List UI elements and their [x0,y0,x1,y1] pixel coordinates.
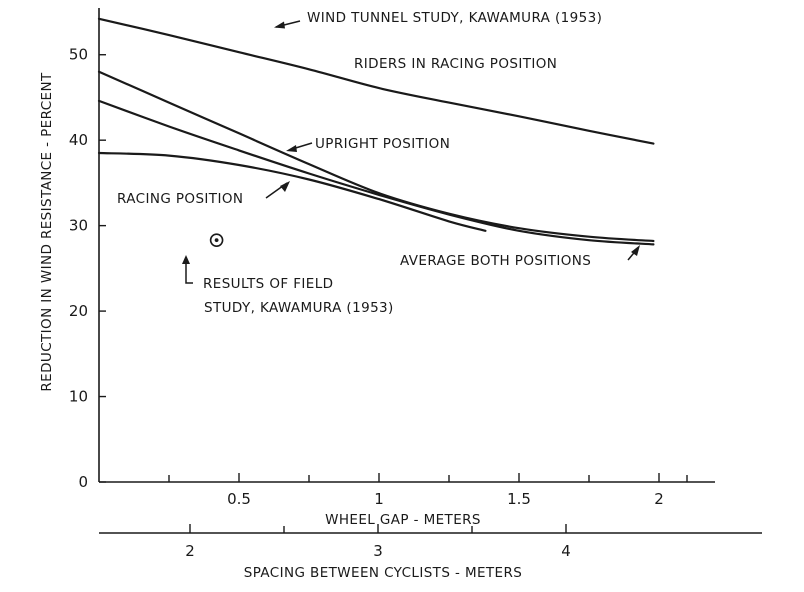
x2-tick-label: 2 [185,542,195,560]
series-line-upright [97,70,655,243]
leader-lines [182,20,640,284]
y-tick-label: 40 [69,131,88,149]
field-study-point-ring [209,233,224,247]
annotation-racing: RACING POSITION [117,191,243,207]
leader-average-arrow [631,245,640,256]
x-ticks: 0.5 1 1.5 2 [168,473,688,508]
leader-upright-arrow [286,145,297,152]
leader-field [185,260,193,284]
series-group [97,17,655,246]
x-axis-title: WHEEL GAP - METERS [325,512,481,528]
x2-tick-label: 4 [561,542,571,560]
y-tick-label: 20 [69,302,88,320]
field-study-point-dot [214,238,219,243]
y-tick-label: 0 [78,473,88,491]
annotation-wind-tunnel-line2: RIDERS IN RACING POSITION [354,56,557,72]
series-line-racing [97,151,487,232]
annotation-upright: UPRIGHT POSITION [315,136,450,152]
leader-field-arrow [182,255,190,264]
x-tick-label: 0.5 [227,490,251,508]
annotation-wind-tunnel-line1: WIND TUNNEL STUDY, KAWAMURA (1953) [307,10,602,26]
series-line-average [97,99,655,246]
annotation-field-line1: RESULTS OF FIELD [203,276,333,292]
x2-tick-label: 3 [373,542,383,560]
field-study-marker [209,233,224,247]
x-tick-label: 2 [654,490,664,508]
leader-wind-tunnel-arrow [274,21,285,29]
y-ticks: 0 10 20 30 40 50 [69,46,106,491]
leader-racing-arrow [280,181,290,192]
x2-axis-title: SPACING BETWEEN CYCLISTS - METERS [244,565,523,581]
y-tick-label: 10 [69,388,88,406]
y-axis-title: REDUCTION IN WIND RESISTANCE - PERCENT [39,72,55,392]
y-tick-label: 30 [69,217,88,235]
annotation-average: AVERAGE BOTH POSITIONS [400,253,591,269]
x-tick-label: 1.5 [507,490,531,508]
x-tick-label: 1 [374,490,384,508]
x2-ticks: 2 3 4 [185,524,571,560]
series-line-wind_tunnel [97,17,655,145]
y-tick-label: 50 [69,46,88,64]
annotation-field-line2: STUDY, KAWAMURA (1953) [204,300,394,316]
